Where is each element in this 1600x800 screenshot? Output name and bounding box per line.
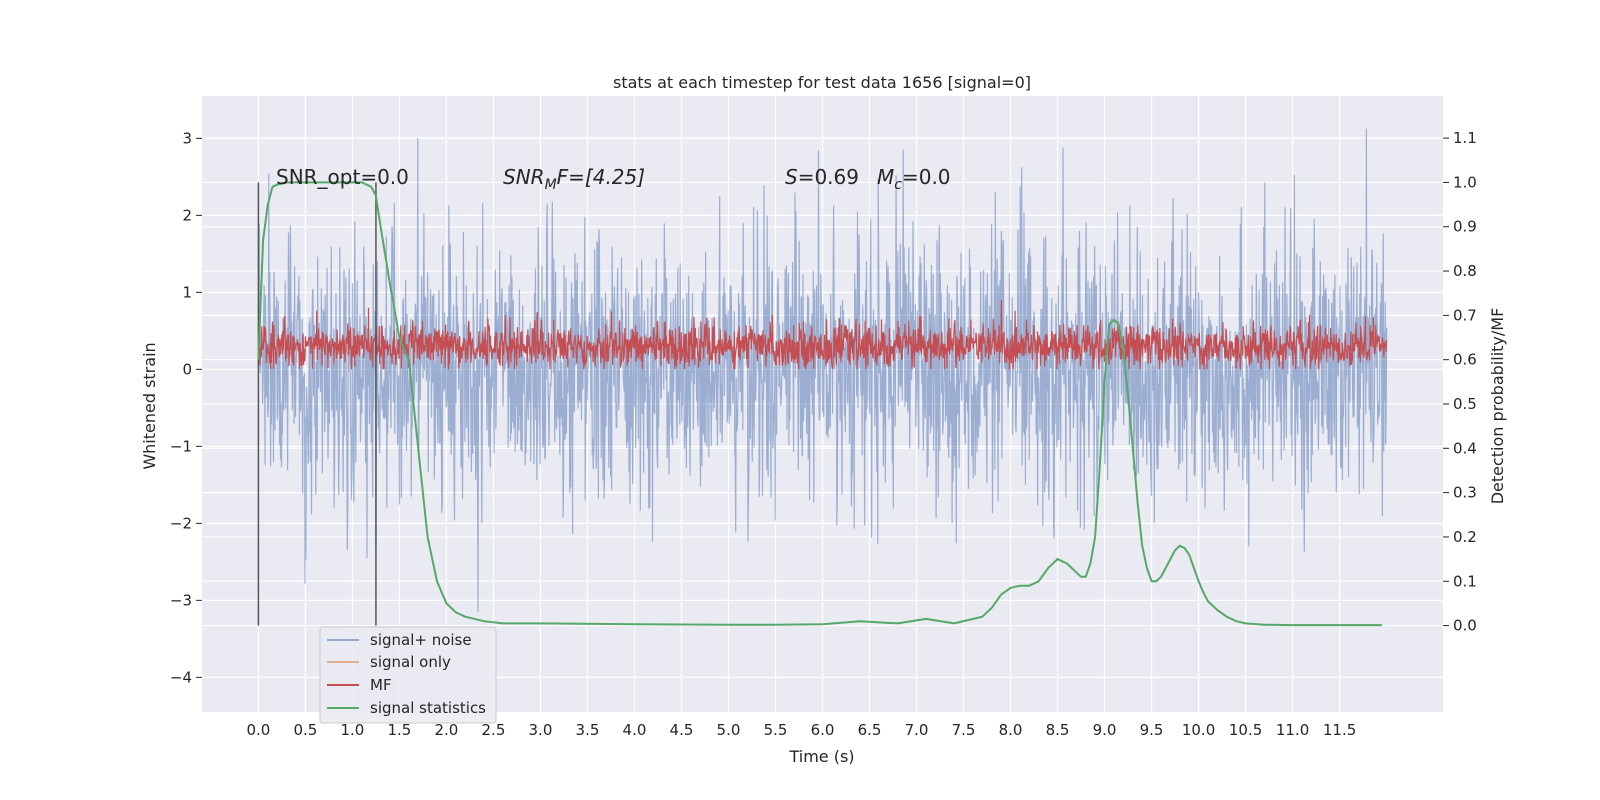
y2-tick-label: 0.4 xyxy=(1453,439,1477,457)
signal-noise-series xyxy=(257,128,1388,612)
y2-tick-label: 0.3 xyxy=(1453,484,1477,502)
x-axis-label: Time (s) xyxy=(788,747,854,766)
snr-mf-prefix: SNR xyxy=(503,165,545,189)
mc-sub: c xyxy=(894,177,902,193)
x-axis-ticks: 0.0 0.5 1.0 1.5 2.0 2.5 3.0 3.5 4.0 4.5 5.0 5.5 6.0 6… xyxy=(246,721,1356,739)
x-tick-label: 10.5 xyxy=(1229,721,1262,739)
x-tick-label: 0.0 xyxy=(246,721,270,739)
snr-mf-rest: F=[4.25] xyxy=(557,165,645,189)
s-val: =0.69 xyxy=(798,165,859,189)
chart-title: stats at each timestep for test data 165… xyxy=(613,73,1031,92)
x-tick-label: 11.0 xyxy=(1276,721,1309,739)
snr-mf-annotation: SNRMF=[4.25] xyxy=(503,165,645,193)
x-tick-label: 4.0 xyxy=(623,721,647,739)
series-line-signal-statistics xyxy=(257,181,1382,627)
y2-tick-label: 0.8 xyxy=(1453,262,1477,280)
y-tick-label: 0 xyxy=(182,360,192,378)
series-line-mf xyxy=(257,300,1388,370)
signal-statistics-series xyxy=(257,181,1382,627)
y-tick-label: 3 xyxy=(182,129,192,147)
y-tick-label: −3 xyxy=(170,591,192,609)
x-tick-label: 2.5 xyxy=(482,721,506,739)
x-tick-label: 1.5 xyxy=(388,721,412,739)
legend-label-mf: MF xyxy=(370,676,392,694)
x-tick-label: 1.0 xyxy=(340,721,364,739)
s-mc-annotation: S=0.69 Mc=0.0 xyxy=(785,165,951,193)
y-tick-label: −1 xyxy=(170,437,192,455)
x-tick-label: 9.5 xyxy=(1140,721,1164,739)
x-tick-label: 4.5 xyxy=(670,721,694,739)
y2-tick-label: 0.7 xyxy=(1453,306,1477,324)
legend-label-signal-noise: signal+ noise xyxy=(370,631,472,649)
x-tick-label: 7.5 xyxy=(952,721,976,739)
x-tick-label: 11.5 xyxy=(1323,721,1356,739)
mc-var: M xyxy=(877,165,894,189)
y2-tick-label: 0.1 xyxy=(1453,572,1477,590)
y-axis-ticks: −4 −3 −2 −1 0 1 2 3 xyxy=(170,129,202,686)
x-tick-label: 9.0 xyxy=(1093,721,1117,739)
x-tick-label: 8.0 xyxy=(999,721,1023,739)
legend: signal+ noise signal only MF signal stat… xyxy=(319,626,497,724)
series-line-signal-noise xyxy=(257,128,1388,612)
y2-tick-label: 0.5 xyxy=(1453,395,1477,413)
y2-tick-label: 1.0 xyxy=(1453,173,1477,191)
y-tick-label: −4 xyxy=(170,668,192,686)
y2-tick-label: 0.6 xyxy=(1453,351,1477,369)
y-tick-label: 1 xyxy=(182,283,192,301)
x-tick-label: 6.0 xyxy=(811,721,835,739)
x-tick-label: 8.5 xyxy=(1046,721,1070,739)
legend-box xyxy=(319,626,497,724)
y2-axis-ticks: 0.0 0.1 0.2 0.3 0.4 0.5 0.6 0.7 0.8 0.9 1.0 1.1 xyxy=(1443,129,1477,635)
legend-label-signal-only: signal only xyxy=(370,653,451,671)
y2-axis-label: Detection probability/MF xyxy=(1488,308,1507,505)
x-tick-label: 7.0 xyxy=(905,721,929,739)
x-tick-label: 3.5 xyxy=(576,721,600,739)
y-tick-label: −2 xyxy=(170,514,192,532)
y2-tick-label: 1.1 xyxy=(1453,129,1477,147)
y-axis-label: Whitened strain xyxy=(140,342,159,469)
x-tick-label: 5.0 xyxy=(717,721,741,739)
vertical-markers xyxy=(257,182,377,626)
y2-tick-label: 0.2 xyxy=(1453,528,1477,546)
snr-opt-annotation: SNR_opt=0.0 xyxy=(276,165,409,189)
x-tick-label: 10.0 xyxy=(1182,721,1215,739)
snr-mf-sub: M xyxy=(545,177,557,193)
x-tick-label: 2.0 xyxy=(435,721,459,739)
y-tick-label: 2 xyxy=(182,206,192,224)
mc-val: =0.0 xyxy=(902,165,951,189)
y2-tick-label: 0.0 xyxy=(1453,617,1477,635)
x-tick-label: 3.0 xyxy=(529,721,553,739)
legend-label-signal-statistics: signal statistics xyxy=(370,699,486,717)
y2-tick-label: 0.9 xyxy=(1453,218,1477,236)
x-tick-label: 0.5 xyxy=(293,721,317,739)
mf-series xyxy=(257,300,1388,370)
x-tick-label: 6.5 xyxy=(858,721,882,739)
x-tick-label: 5.5 xyxy=(764,721,788,739)
s-var: S xyxy=(785,165,798,189)
